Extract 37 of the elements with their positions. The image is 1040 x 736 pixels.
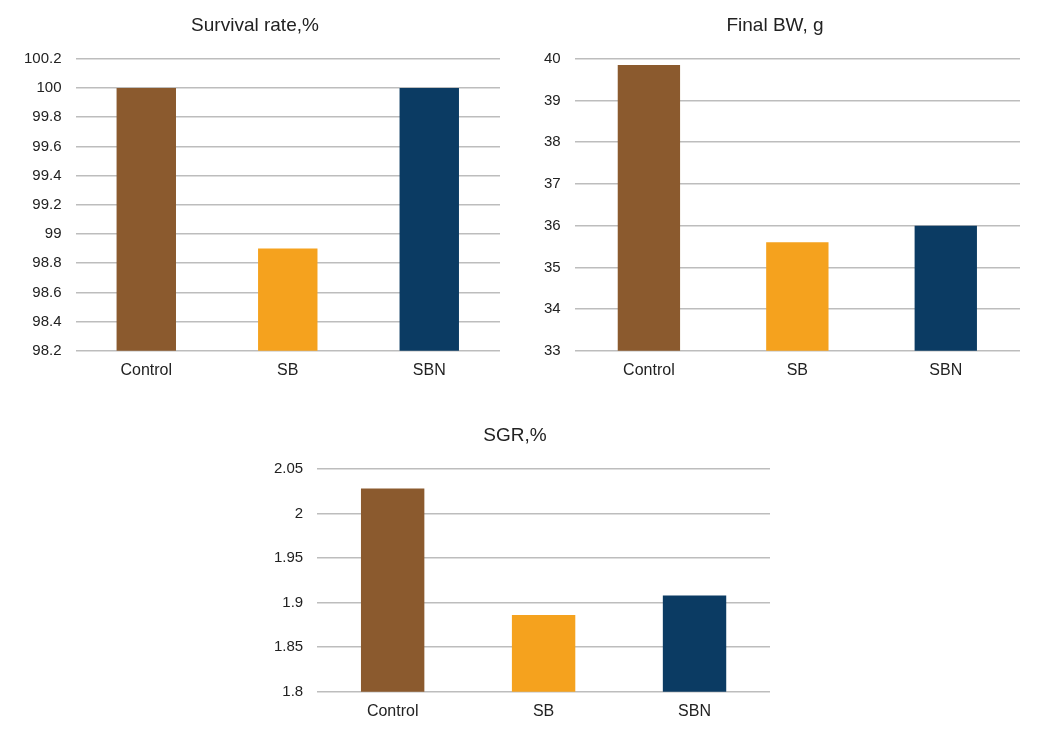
y-tick-label: 35: [544, 257, 561, 275]
y-tick-label: 2: [294, 503, 304, 521]
y-tick-label: 34: [544, 299, 561, 317]
y-tick-label: 38: [544, 132, 561, 150]
y-tick-label: 99.4: [32, 165, 62, 183]
y-tick-label: 1.95: [273, 548, 304, 566]
y-tick-label: 99.6: [32, 136, 62, 154]
y-tick-label: 98.4: [32, 311, 62, 329]
y-tick-label: 99.8: [32, 107, 62, 125]
y-tick-label: 1.8: [282, 681, 304, 699]
y-tick-label: 1.9: [282, 592, 304, 610]
y-tick-label: 40: [544, 48, 561, 66]
x-tick-label: SBN: [412, 360, 446, 378]
y-tick-label: 98.8: [32, 253, 62, 271]
y-tick-label: 36: [544, 215, 561, 233]
y-tick-label: 100: [36, 78, 62, 96]
x-tick-label: Control: [120, 360, 173, 378]
x-tick-label: Control: [366, 701, 419, 719]
y-tick-label: 33: [544, 340, 561, 358]
y-tick-label: 1.85: [273, 637, 304, 655]
y-tick-label: 37: [544, 174, 561, 192]
y-tick-label: 98.2: [32, 340, 62, 358]
x-tick-label: Control: [623, 360, 675, 378]
x-tick-label: SB: [786, 360, 809, 378]
y-tick-label: 100.2: [23, 48, 62, 66]
x-tick-label: SB: [532, 701, 555, 719]
chart-title: SGR,%: [483, 423, 547, 445]
y-tick-label: 39: [544, 90, 561, 108]
y-tick-label: 98.6: [32, 282, 62, 300]
x-tick-label: SB: [277, 360, 299, 378]
chart-title: Final BW, g: [726, 13, 824, 35]
chart-title: Survival rate,%: [191, 13, 319, 35]
y-tick-label: 2.05: [273, 458, 304, 476]
y-tick-label: 99: [44, 224, 62, 242]
y-tick-label: 99.2: [32, 194, 62, 212]
x-tick-label: SBN: [929, 360, 963, 378]
x-tick-label: SBN: [678, 701, 711, 719]
